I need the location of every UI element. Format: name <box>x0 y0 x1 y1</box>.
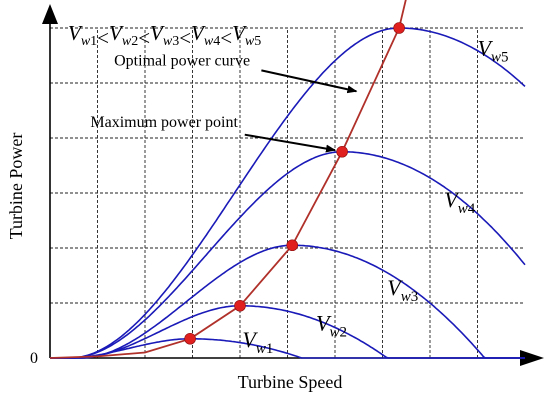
annotation-label: Maximum power point <box>90 114 238 131</box>
annotation-arrow <box>261 69 358 94</box>
origin-label: 0 <box>30 350 38 367</box>
y-axis-label: Turbine Power <box>6 133 26 240</box>
max-power-point <box>286 239 299 252</box>
x-axis-label: Turbine Speed <box>238 372 343 392</box>
power-curve-vw2 <box>50 305 525 359</box>
series-label-vw1: Vw1 <box>242 327 273 357</box>
series-label-vw5: Vw5 <box>478 36 509 66</box>
series-labels: Vw1 Vw2 Vw3 Vw4 Vw5 <box>242 36 508 358</box>
wind-speed-relation: Vw1<Vw2<Vw3<Vw4<Vw5 <box>68 21 261 50</box>
max-power-point <box>184 332 196 345</box>
max-power-point <box>234 299 246 312</box>
series-label-vw2: Vw2 <box>316 311 347 341</box>
annotations: Optimal power curve Maximum power point <box>90 52 358 153</box>
max-power-point <box>336 145 348 158</box>
power-curve-vw5 <box>50 27 526 359</box>
annotation-label: Optimal power curve <box>114 52 250 69</box>
series-label-vw4: Vw4 <box>444 187 475 217</box>
series-label-vw3: Vw3 <box>387 275 418 305</box>
power-curve-vw4 <box>50 151 526 359</box>
max-power-point <box>393 22 405 34</box>
y-axis-arrowhead <box>42 4 58 24</box>
x-axis-arrowhead <box>520 350 544 366</box>
annotation-arrow <box>244 133 336 153</box>
maximum-power-points <box>184 22 405 345</box>
